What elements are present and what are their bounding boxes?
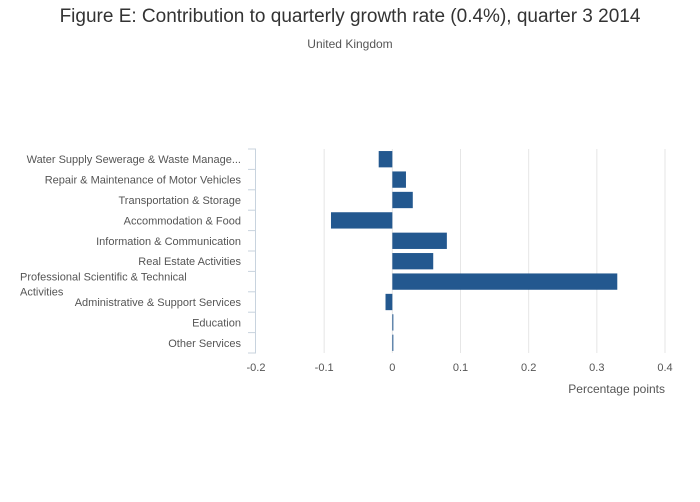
bar [392, 273, 618, 290]
bar [330, 212, 393, 229]
category-label: Administrative & Support Services [75, 297, 242, 309]
category-label: Other Services [168, 338, 241, 350]
category-label: Real Estate Activities [138, 256, 241, 268]
x-tick-label: -0.1 [315, 362, 334, 374]
category-label: Education [192, 317, 241, 329]
category-label: Water Supply Sewerage & Waste Manage... [27, 154, 241, 166]
x-tick-label: 0.1 [453, 362, 468, 374]
x-tick-label: 0 [389, 362, 395, 374]
x-tick-label: 0.3 [589, 362, 604, 374]
x-tick-label: -0.2 [247, 362, 266, 374]
bar [392, 171, 406, 188]
bar [392, 191, 413, 209]
chart-subtitle: United Kingdom [307, 37, 393, 51]
category-label: Transportation & Storage [119, 195, 242, 207]
bar [392, 253, 434, 270]
category-label: Activities [20, 287, 64, 299]
x-axis-title: Percentage points [568, 382, 665, 396]
bar [385, 293, 393, 311]
bar [378, 151, 393, 168]
bar [392, 334, 394, 351]
category-label: Repair & Maintenance of Motor Vehicles [45, 175, 242, 187]
x-tick-label: 0.2 [521, 362, 536, 374]
category-label: Information & Communication [96, 236, 241, 248]
chart-title: Figure E: Contribution to quarterly grow… [59, 6, 641, 27]
bar [392, 314, 394, 331]
bar [392, 232, 447, 249]
category-label: Professional Scientific & Technical [20, 272, 187, 284]
x-tick-label: 0.4 [657, 362, 672, 374]
category-label: Accommodation & Food [124, 215, 241, 227]
